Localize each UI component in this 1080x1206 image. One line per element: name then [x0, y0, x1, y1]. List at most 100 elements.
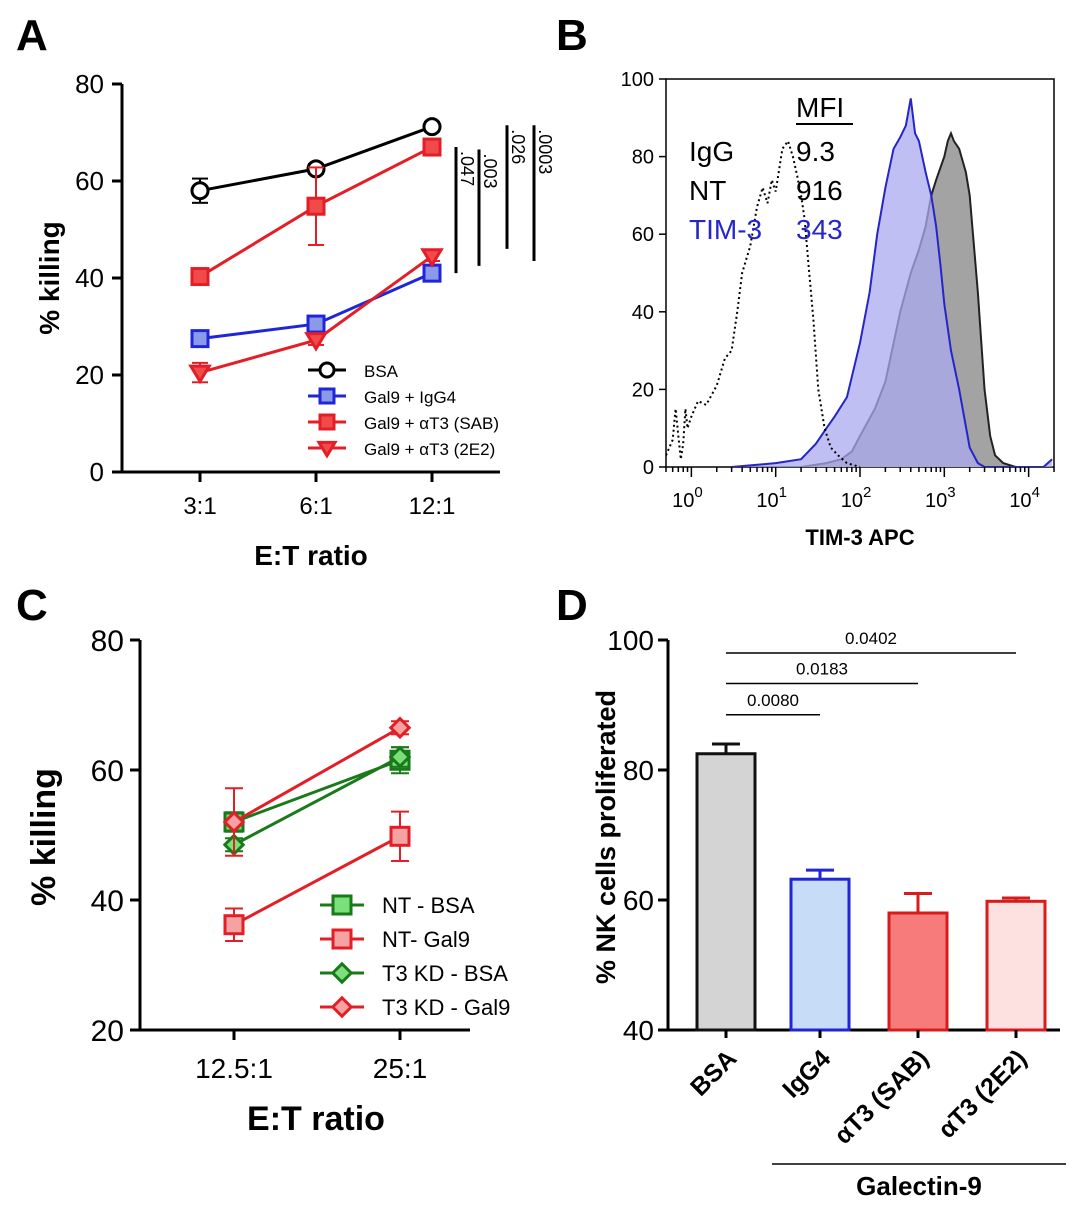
- x-tick-exponent: 2: [863, 484, 871, 501]
- legend-label: Gal9 + αT3 (2E2): [364, 440, 495, 459]
- panel-letter-b: B: [556, 11, 588, 60]
- y-tick-label: 0: [90, 457, 104, 487]
- x-tick-label: 6:1: [299, 493, 332, 520]
- series-line: [199, 254, 433, 375]
- series-line: [233, 834, 401, 927]
- series-line: [233, 726, 401, 824]
- legend-label: T3 KD - BSA: [382, 961, 508, 986]
- mfi-row-value: 9.3: [796, 136, 835, 167]
- legend-marker: [330, 961, 354, 985]
- legend-label: NT - BSA: [382, 893, 475, 918]
- bar-t3-2e2: [985, 899, 1047, 1032]
- y-tick-label: 100: [607, 625, 654, 656]
- legend-marker: [330, 995, 354, 1019]
- panel-c-killing-chart: 20 40 60 80 12.5:1 25:1 E:T ratio % killing NT -…: [25, 625, 510, 1138]
- data-point: [223, 914, 245, 936]
- x-tick-label: 12:1: [409, 493, 456, 520]
- series-gal9-t3-2e2: [188, 248, 444, 385]
- y-axis-title: % NK cells proliferated: [591, 690, 621, 984]
- series-line: [233, 755, 401, 847]
- legend-label: NT- Gal9: [382, 927, 470, 952]
- y-tick-label: 20: [75, 360, 104, 390]
- panel-letter-c: C: [16, 581, 48, 630]
- panel-letter-a: A: [16, 11, 48, 60]
- x-tick-exponent: 0: [694, 484, 702, 501]
- histogram-line: [731, 98, 1053, 467]
- x-tick-label: BSA: [685, 1044, 742, 1101]
- group-label: Galectin-9: [856, 1171, 982, 1201]
- legend-label: BSA: [364, 362, 399, 381]
- x-tick-label: IgG4: [777, 1044, 836, 1103]
- y-tick-label: 60: [75, 166, 104, 196]
- y-axis-title: % killing: [34, 221, 65, 335]
- data-point: [222, 810, 246, 834]
- histogram-line: [666, 138, 861, 467]
- legend-marker: [318, 361, 336, 379]
- mfi-header: MFI: [796, 92, 844, 123]
- pvalue-label: 0.0080: [747, 691, 799, 710]
- x-tick-label: αT3 (SAB): [829, 1044, 934, 1149]
- x-axis-title: E:T ratio: [247, 1100, 385, 1138]
- mfi-row-name: TIM-3: [689, 214, 762, 245]
- data-point: [190, 329, 210, 349]
- data-point: [388, 716, 412, 740]
- x-tick-exponent: 3: [947, 484, 955, 501]
- y-tick-label: 60: [623, 885, 654, 916]
- x-tick-label: 102: [841, 484, 872, 512]
- x-axis-title: TIM-3 APC: [805, 525, 914, 550]
- y-tick-label: 40: [75, 263, 104, 293]
- x-tick-label: 100: [672, 484, 703, 512]
- x-tick-exponent: 1: [779, 484, 787, 501]
- mfi-row-value: 916: [796, 175, 843, 206]
- x-tick-base: 10: [841, 490, 863, 512]
- y-axis-title: % killing: [25, 768, 63, 906]
- x-axis-title: E:T ratio: [254, 540, 368, 571]
- x-tick-label: 3:1: [183, 493, 216, 520]
- x-tick-base: 10: [1009, 490, 1031, 512]
- data-point: [422, 117, 442, 137]
- x-tick-base: 10: [925, 490, 947, 512]
- mfi-row-name: NT: [689, 175, 726, 206]
- y-tick-label: 40: [91, 885, 124, 918]
- data-point: [304, 332, 328, 352]
- legend-label: Gal9 + IgG4: [364, 388, 456, 407]
- bar-igg4: [789, 877, 851, 1032]
- y-tick-label: 80: [91, 625, 124, 658]
- y-tick-label: 40: [623, 1015, 654, 1046]
- panel-letter-d: D: [556, 581, 588, 630]
- pvalue-label: .003: [480, 153, 500, 188]
- pvalue-label: 0.0402: [845, 629, 897, 648]
- y-tick-label: 40: [632, 302, 654, 324]
- mfi-row-name: IgG: [689, 136, 734, 167]
- legend-marker: [331, 894, 353, 916]
- data-point: [306, 314, 326, 334]
- bar-t3-sab: [887, 911, 949, 1032]
- data-point: [188, 364, 212, 385]
- series-gal9-igg4: [190, 263, 442, 349]
- legend-marker: [316, 440, 338, 459]
- data-point: [190, 181, 210, 201]
- series-t3-kd-bsa: [222, 745, 412, 857]
- legend-marker: [318, 413, 336, 431]
- panel-a-killing-chart: 0 20 40 60 80 3:1 6:1 12:1 E:T ratio % killing .04…: [34, 69, 555, 571]
- data-point: [306, 196, 326, 216]
- x-tick-exponent: 4: [1032, 484, 1040, 501]
- bar-bsa: [695, 752, 757, 1032]
- x-tick-label: 25:1: [373, 1053, 428, 1084]
- legend-marker: [318, 387, 336, 405]
- data-point: [190, 267, 210, 287]
- histogram-tim-3: [731, 98, 1053, 467]
- data-point: [388, 745, 412, 769]
- x-tick-label: 103: [925, 484, 956, 512]
- y-tick-label: 0: [643, 457, 654, 479]
- data-point: [389, 825, 411, 847]
- series-nt-gal9: [223, 810, 411, 942]
- x-tick-label: 12.5:1: [195, 1053, 273, 1084]
- mfi-row-value: 343: [796, 214, 843, 245]
- series-t3-kd-gal9: [222, 716, 412, 857]
- legend-marker: [331, 928, 353, 950]
- pvalue-label: 0.0183: [796, 660, 848, 679]
